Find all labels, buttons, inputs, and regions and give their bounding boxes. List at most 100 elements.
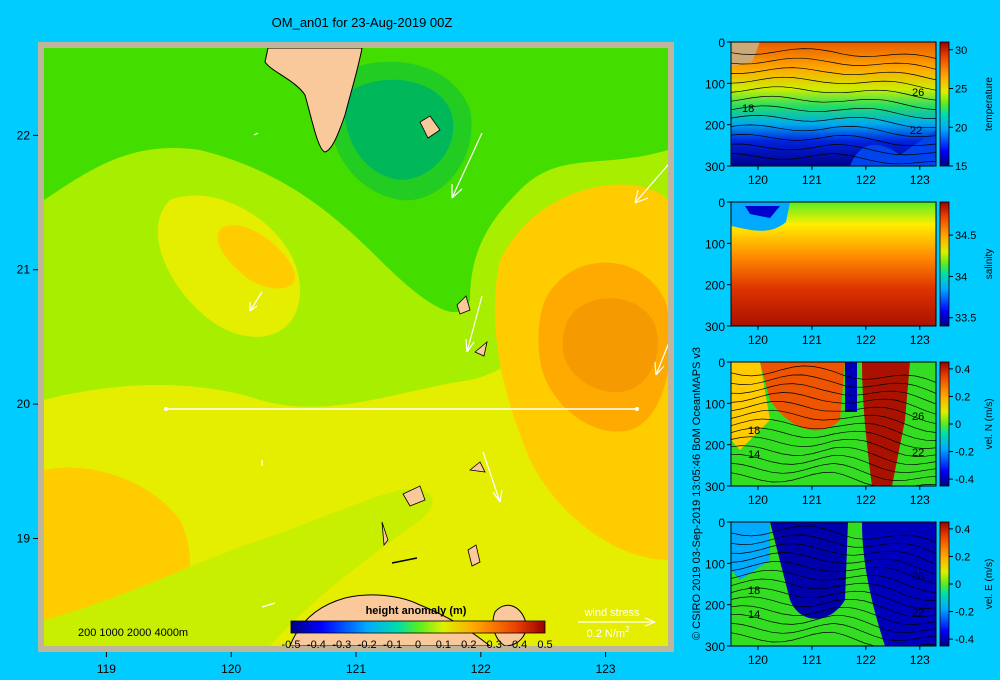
section-panels: 18 26 22 0 100 200 300 120 121 122 123 30 25 20 15 temp… <box>705 36 995 667</box>
panel-contour <box>731 95 936 110</box>
panel-colorbar-tick-label: -0.2 <box>955 447 974 459</box>
panel-fresh-core <box>745 206 780 218</box>
panel-colorbar-tick-label: 20 <box>955 122 967 134</box>
panel-x-tick-label: 122 <box>856 333 876 347</box>
panel-colorbar-tick-label: 25 <box>955 84 967 96</box>
section-end <box>635 407 639 411</box>
panel-contour <box>731 454 936 474</box>
wind-stress-arrows <box>249 132 668 608</box>
panel-y-tick-label: 300 <box>705 160 725 174</box>
map-x-tick-label: 123 <box>596 662 616 676</box>
map-island-2 <box>456 295 471 315</box>
map-island-1 <box>419 115 441 139</box>
colorbar-ticks: -0.5 -0.4 -0.3 -0.2 -0.1 0 0.1 0.2 0.3 0.4 0.5 <box>282 639 553 651</box>
panel-x-tick-label: 123 <box>910 653 930 667</box>
contour-label: 18 <box>748 585 760 597</box>
panel-colorbar-tick-label: 15 <box>955 161 967 173</box>
map-lens-orange-west <box>217 225 296 289</box>
map-lens-yellow-west <box>157 195 300 337</box>
panel-body <box>731 522 936 646</box>
wind-scale-sup: 2 <box>625 625 630 634</box>
contour-label: 18 <box>742 103 754 115</box>
panel-x-tick-label: 120 <box>748 653 768 667</box>
panel-y-tick-label: 300 <box>705 320 725 334</box>
panel-colorbar-tick-label: 34 <box>955 271 967 283</box>
colorbar-title: height anomaly (m) <box>366 605 467 617</box>
map-eddy-warm-core <box>562 298 658 393</box>
wind-arrow <box>482 451 503 503</box>
depth-legend: 200 1000 2000 4000m <box>78 627 188 639</box>
panel-y-tick-label: 200 <box>705 599 725 613</box>
panel-colorbar-tick-label: -0.4 <box>955 474 974 486</box>
wind-arrow <box>634 164 668 204</box>
colorbar-tick-label: -0.2 <box>358 639 377 651</box>
panel-contour <box>731 561 936 585</box>
panel-colorbar-tick-label: 0.2 <box>955 391 970 403</box>
panel-contour <box>731 76 936 91</box>
panel-colorbar <box>939 201 950 327</box>
panel-contour <box>731 124 936 138</box>
contour-label: 14 <box>748 609 760 621</box>
colorbar-tick-label: 0.1 <box>436 639 451 651</box>
panel-contour <box>731 462 936 481</box>
panel-colorbar-tick-label: 33.5 <box>955 313 976 325</box>
colorbar-tick-label: 0 <box>415 639 421 651</box>
panel-body <box>731 42 936 166</box>
panel-y-tick-label: 100 <box>705 557 725 571</box>
panel-colorbar <box>939 361 950 487</box>
panel-contour <box>731 392 936 415</box>
panel-westward-east <box>862 522 936 646</box>
panel-contour <box>731 614 936 634</box>
panel-contour <box>731 445 936 465</box>
colorbar-tick-label: -0.4 <box>307 639 326 651</box>
figure-title: OM_an01 for 23-Aug-2019 00Z <box>272 15 453 30</box>
panel-x-tick-label: 120 <box>748 333 768 347</box>
map-y-tick-label: 20 <box>17 397 31 411</box>
contour-label: 14 <box>748 449 760 461</box>
section-start <box>164 407 168 411</box>
wind-arrow <box>261 602 276 608</box>
colorbar-tick-label: 0.4 <box>512 639 527 651</box>
map-y-tick-label: 19 <box>17 531 31 545</box>
panel-y-tick-label: 0 <box>718 196 725 210</box>
panel-x-tick-label: 120 <box>748 173 768 187</box>
contour-label: 26 <box>912 571 924 583</box>
panel-x-tick-label: 123 <box>910 173 930 187</box>
map-island-3 <box>474 340 488 357</box>
credit-text: © CSIRO 2019 03-Sep-2019 13:05:46 BoM Oc… <box>691 347 703 640</box>
panel-y-tick-label: 0 <box>718 36 725 50</box>
panel-contour <box>731 534 936 554</box>
panel-contour <box>731 86 936 101</box>
panel-body <box>731 202 936 326</box>
panel-x-tick-label: 121 <box>802 493 822 507</box>
panel-body <box>731 362 936 486</box>
panel-contour <box>731 57 936 70</box>
panel-contour <box>731 374 936 394</box>
contour-label: 22 <box>912 447 924 459</box>
wind-arrow <box>253 132 259 136</box>
panel-contour <box>731 105 936 119</box>
colorbar-tick-label: 0.2 <box>461 639 476 651</box>
map-band-yellow <box>44 200 668 646</box>
panel-colorbar-tick-label: 0 <box>955 419 961 431</box>
panel-colorbar <box>939 521 950 647</box>
panel-x-tick-label: 121 <box>802 173 822 187</box>
map-band-green <box>44 48 668 313</box>
panel-x-tick-label: 123 <box>910 493 930 507</box>
section-panel-1: 0 100 200 300 120 121 122 123 34.5 34 33.5 salinity <box>705 196 995 347</box>
panel-field <box>731 42 936 166</box>
panel-y-tick-label: 100 <box>705 397 725 411</box>
colorbar-tick-label: -0.1 <box>383 639 402 651</box>
wind-arrow <box>451 132 483 199</box>
panel-colorbar-tick-label: 0.4 <box>955 364 970 376</box>
colorbar-tick-label: 0.5 <box>537 639 552 651</box>
panel-frame <box>730 521 937 647</box>
wind-stress-title: wind stress <box>583 607 640 619</box>
panel-contour <box>731 543 936 565</box>
panel-colorbar-tick-label: 0.4 <box>955 524 970 536</box>
map-island-7 <box>467 544 481 567</box>
colorbar <box>290 620 546 634</box>
contour-label: 22 <box>910 125 922 137</box>
